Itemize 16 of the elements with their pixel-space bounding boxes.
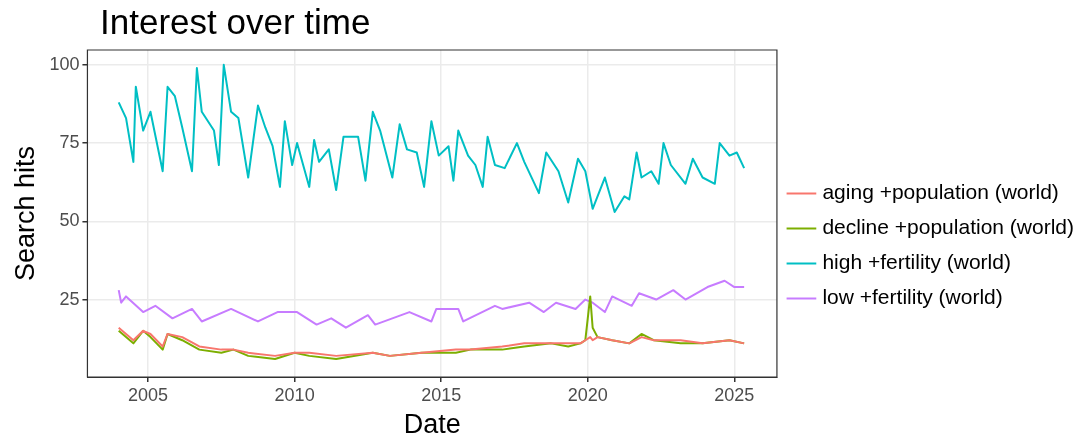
y-axis-title: Search hits — [9, 145, 40, 282]
y-tick-label: 75 — [59, 132, 80, 153]
y-tick-label: 25 — [59, 288, 80, 309]
x-axis-title: Date — [403, 409, 461, 440]
chart-title: Interest over time — [100, 2, 371, 42]
y-tick-label: 100 — [49, 53, 80, 74]
legend-label: decline +population (world) — [822, 215, 1075, 239]
x-tick-label: 2015 — [421, 384, 462, 405]
x-tick-label: 2005 — [128, 384, 169, 405]
x-tick-label: 2020 — [567, 384, 608, 405]
legend-label: low +fertility (world) — [822, 285, 1003, 309]
legend-label: high +fertility (world) — [822, 250, 1011, 274]
y-tick-label: 50 — [59, 210, 80, 231]
x-tick-label: 2010 — [274, 384, 315, 405]
legend-label: aging +population (world) — [822, 180, 1059, 204]
x-tick-label: 2025 — [714, 384, 755, 405]
